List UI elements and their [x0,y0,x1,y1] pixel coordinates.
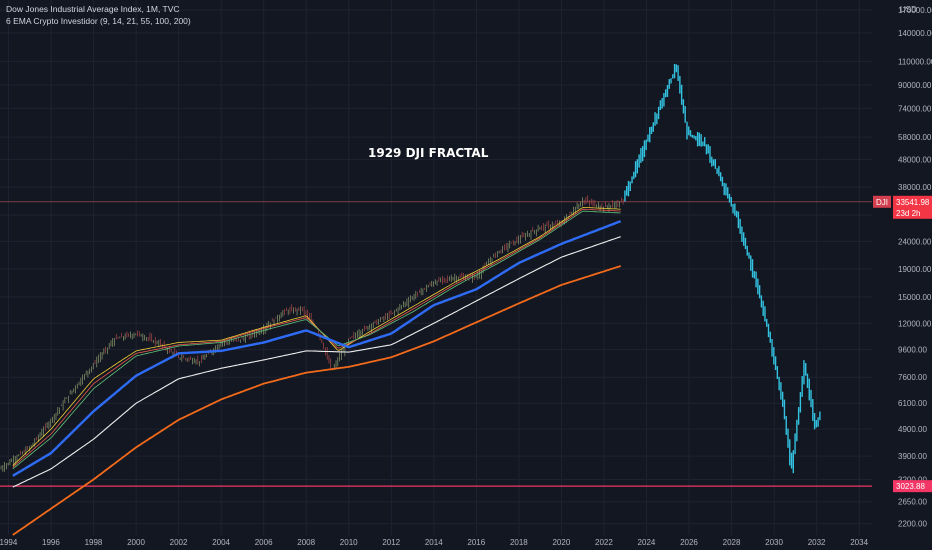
y-tick-label: 15000.00 [898,293,932,302]
ema-lines [12,206,622,536]
x-tick-label: 2014 [425,538,443,547]
x-tick-label: 2004 [212,538,230,547]
x-tick-label: 2024 [638,538,656,547]
y-tick-label: 12000.00 [898,319,932,328]
y-tick-label: 38000.00 [898,183,932,192]
support-level-tag [893,480,932,493]
y-tick-label: 9600.00 [898,346,927,355]
ema-line [12,220,622,477]
candles [0,195,624,472]
ema-line [12,265,621,536]
x-tick-label: 2012 [382,538,400,547]
y-tick-label: 7600.00 [898,373,927,382]
x-tick-label: 2016 [467,538,485,547]
x-tick-label: 1998 [85,538,103,547]
x-tick-label: 2026 [680,538,698,547]
y-tick-label: 140000.00 [898,29,932,38]
ema-line [12,236,621,488]
x-tick-label: 1994 [0,538,18,547]
y-tick-label: 6100.00 [898,399,927,408]
price-tags: DJI 33541.98 23d 2h 3023.88 [873,195,932,493]
x-tick-label: 2034 [850,538,868,547]
y-tick-label: 3900.00 [898,452,927,461]
chart-title[interactable]: Dow Jones Industrial Average Index, 1M, … [6,4,180,14]
current-price-countdown: 23d 2h [896,209,920,218]
support-level-value: 3023.88 [896,482,925,491]
fractal-annotation: 1929 DJI FRACTAL [368,146,489,160]
y-tick-label: 4900.00 [898,425,927,434]
fractal-projection [624,63,821,474]
y-tick-label: 24000.00 [898,237,932,246]
y-tick-label: 58000.00 [898,133,932,142]
x-tick-label: 2018 [510,538,528,547]
y-tick-label: 90000.00 [898,81,932,90]
x-tick-label: 2022 [595,538,613,547]
indicator-legend[interactable]: 6 EMA Crypto Investidor (9, 14, 21, 55, … [6,16,191,26]
x-tick-label: 2002 [170,538,188,547]
y-tick-label: 110000.00 [898,57,932,66]
horizontal-levels [0,201,872,487]
x-tick-label: 2010 [340,538,358,547]
symbol-tag-label: DJI [876,198,888,207]
current-price-tag [893,195,932,219]
currency-label: USD [900,5,917,14]
y-tick-label: 3200.00 [898,475,927,484]
x-tick-label: 2032 [808,538,826,547]
y-tick-label: 2650.00 [898,498,927,507]
x-tick-label: 1996 [42,538,60,547]
symbol-tag [873,195,891,208]
y-tick-label: 2200.00 [898,520,927,529]
y-tick-label: 74000.00 [898,104,932,113]
x-tick-label: 2008 [297,538,315,547]
x-tick-label: 2006 [255,538,273,547]
current-price-value: 33541.98 [896,198,930,207]
y-tick-label: 170000.00 [898,6,932,15]
x-axis[interactable]: 1994 1996 1998 2000 2002 2004 2006 2008 2010 2012… [0,538,869,547]
x-tick-label: 2028 [723,538,741,547]
y-tick-label: 48000.00 [898,155,932,164]
x-tick-label: 2000 [127,538,145,547]
y-tick-label: 19000.00 [898,265,932,274]
x-tick-label: 2030 [765,538,783,547]
grid [0,0,872,535]
ema-line [12,210,621,470]
x-tick-label: 2020 [552,538,570,547]
